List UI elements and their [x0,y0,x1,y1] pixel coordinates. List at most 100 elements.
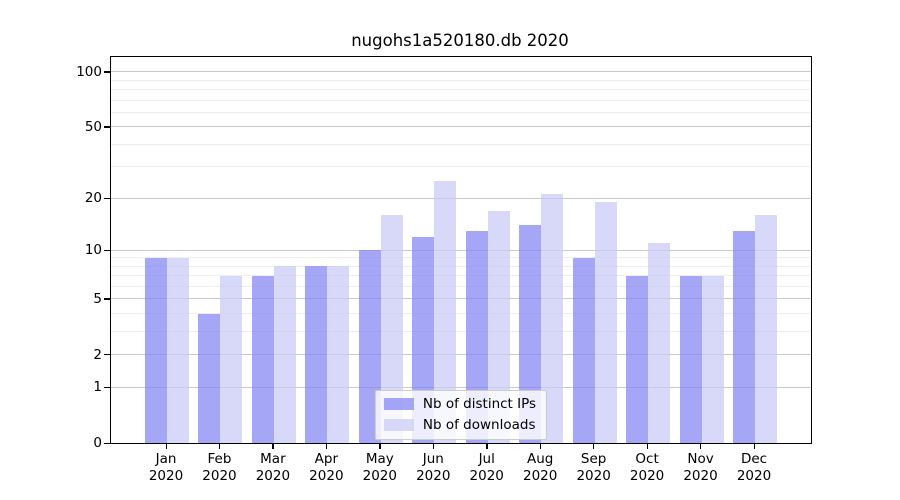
minor-gridline [111,265,811,267]
bar-distinct-ips-nov [679,275,702,443]
bar-downloads-apr [327,266,350,443]
x-tick-month: Apr [314,451,339,467]
x-tick-label-jul: Jul 2020 [455,451,519,484]
x-tick-mark [646,444,648,449]
chart-title: nugohs1a520180.db 2020 [351,31,569,50]
x-tick-year: 2020 [202,467,237,484]
major-gridline [111,249,811,251]
y-tick-mark [104,71,110,73]
x-tick-label-nov: Nov 2020 [669,451,733,484]
minor-gridline [111,89,811,91]
y-tick-label-50: 50 [84,118,102,135]
bar-downloads-nov [701,275,724,443]
x-tick-month: Sep [580,451,607,467]
x-tick-year: 2020 [255,467,291,484]
x-tick-year: 2020 [469,467,504,484]
bar-downloads-aug [541,194,564,443]
minor-gridline [111,166,811,168]
x-tick-mark [486,444,488,449]
x-tick-label-dec: Dec 2020 [722,451,786,484]
y-tick-mark [104,249,110,251]
legend: Nb of distinct IPs Nb of downloads [374,390,548,440]
x-tick-label-may: May 2020 [348,451,412,484]
bar-downloads-jan [167,257,189,443]
bar-distinct-ips-oct [626,275,649,443]
x-tick-month: Mar [260,451,286,467]
x-tick-mark [379,444,381,449]
x-tick-year: 2020 [362,467,397,484]
major-gridline [111,126,811,128]
x-tick-label-oct: Oct 2020 [615,451,679,484]
legend-label-downloads: Nb of downloads [422,417,536,433]
minor-gridline [111,257,811,259]
x-tick-mark [432,444,435,449]
legend-label-distinct-ips: Nb of distinct IPs [422,396,537,412]
x-tick-year: 2020 [522,467,558,484]
major-gridline [111,354,811,356]
x-tick-month: Feb [207,451,232,467]
minor-gridline [111,111,811,113]
x-tick-month: May [365,451,394,467]
bar-downloads-mar [273,266,296,443]
y-tick-mark [104,126,110,128]
minor-gridline [111,99,811,101]
x-tick-label-sep: Sep 2020 [562,451,626,484]
bar-distinct-ips-aug [519,225,542,443]
x-tick-mark [272,444,274,449]
bar-downloads-feb [220,275,243,443]
major-gridline [111,298,811,300]
bar-downloads-jul [487,210,510,443]
x-tick-year: 2020 [309,467,344,484]
y-tick-mark [104,386,110,389]
minor-gridline [111,143,811,145]
y-tick-mark [104,442,110,444]
minor-gridline [111,275,811,277]
bar-downloads-dec [755,215,777,443]
x-tick-year: 2020 [683,467,718,484]
minor-gridline [111,286,811,288]
y-tick-mark [104,354,110,356]
bar-distinct-ips-dec [733,230,755,443]
x-tick-month: Jun [422,451,444,467]
y-tick-label-1: 1 [93,379,102,396]
bar-downloads-jun [434,181,457,443]
bar-distinct-ips-jul [465,230,488,443]
x-tick-month: Nov [687,451,714,467]
bar-distinct-ips-mar [251,275,274,443]
legend-swatch-distinct-ips [383,398,414,410]
x-tick-year: 2020 [629,467,665,484]
y-tick-label-5: 5 [93,290,102,307]
y-tick-mark [104,298,110,300]
y-tick-mark [104,197,110,199]
bar-downloads-may [380,215,403,443]
major-gridline [111,386,811,388]
x-tick-year: 2020 [416,467,451,484]
y-tick-label-0: 0 [93,435,102,451]
y-tick-label-20: 20 [84,190,102,207]
x-tick-mark [325,444,328,449]
x-tick-label-jun: Jun 2020 [401,451,465,484]
x-tick-year: 2020 [576,467,611,484]
x-tick-month: Aug [526,451,554,467]
x-tick-year: 2020 [736,467,772,484]
major-gridline [111,197,811,199]
y-tick-label-2: 2 [93,346,102,363]
bar-downloads-sep [594,202,617,443]
y-tick-label-100: 100 [76,63,102,80]
x-tick-mark [700,444,702,449]
legend-swatch-downloads [383,419,414,431]
x-tick-label-apr: Apr 2020 [294,451,358,484]
bar-distinct-ips-apr [305,266,328,443]
minor-gridline [111,331,811,333]
x-tick-mark [593,444,595,449]
x-tick-month: Jul [478,451,495,467]
x-tick-year: 2020 [148,467,184,484]
x-tick-label-feb: Feb 2020 [187,451,251,484]
minor-gridline [111,79,811,81]
x-tick-month: Dec [740,451,768,467]
x-tick-label-mar: Mar 2020 [241,451,305,484]
x-tick-mark [539,444,541,449]
x-tick-month: Jan [155,451,177,467]
x-tick-mark [218,444,221,449]
